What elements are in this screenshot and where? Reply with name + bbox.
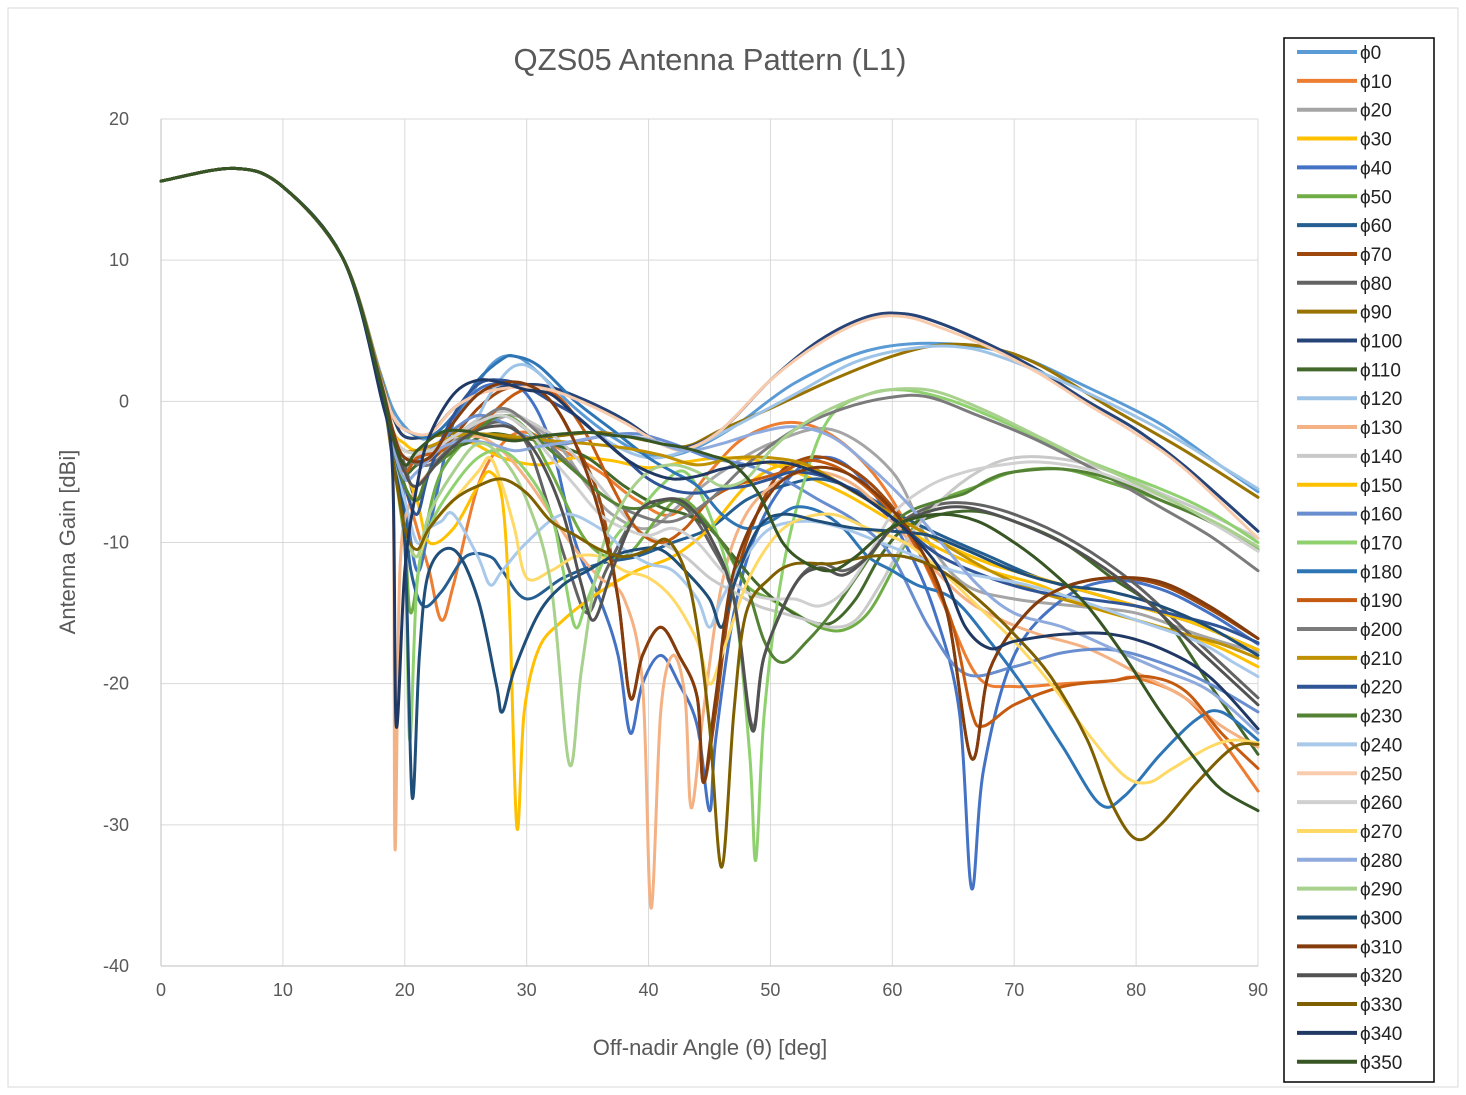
legend-label: ϕ70	[1360, 245, 1392, 266]
legend-label: ϕ210	[1360, 649, 1402, 670]
x-tick-label: 60	[882, 980, 902, 1000]
legend-label: ϕ20	[1360, 101, 1392, 122]
legend-label: ϕ220	[1360, 678, 1402, 699]
series-line	[159, 166, 1260, 784]
series-line	[159, 166, 1260, 731]
legend-label: ϕ100	[1360, 332, 1402, 353]
legend-label: ϕ320	[1360, 966, 1402, 987]
y-tick-label: -40	[103, 956, 129, 976]
x-tick-label: 50	[760, 980, 780, 1000]
legend-label: ϕ120	[1360, 389, 1402, 410]
series-line	[159, 166, 1260, 813]
legend-label: ϕ200	[1360, 620, 1402, 641]
y-tick-label: 20	[109, 109, 129, 129]
series-lines	[159, 166, 1260, 910]
legend-label: ϕ130	[1360, 418, 1402, 439]
legend: ϕ0 ϕ10 ϕ20 ϕ30 ϕ40 ϕ50 ϕ60 ϕ70 ϕ80 ϕ90 ϕ100 ϕ110 ϕ12…	[1283, 37, 1435, 1083]
legend-label: ϕ30	[1360, 130, 1392, 151]
y-tick-label: 10	[109, 250, 129, 270]
x-tick-label: 0	[156, 980, 166, 1000]
x-axis-title: Off-nadir Angle (θ) [deg]	[593, 1035, 827, 1060]
legend-label: ϕ110	[1360, 360, 1401, 381]
legend-label: ϕ160	[1360, 505, 1402, 526]
legend-label: ϕ250	[1360, 764, 1402, 785]
y-axis-title: Antenna Gain [dBi]	[55, 450, 80, 635]
legend-label: ϕ300	[1360, 909, 1402, 930]
legend-label: ϕ90	[1360, 303, 1392, 324]
y-tick-label: -20	[103, 674, 129, 694]
legend-label: ϕ10	[1360, 72, 1392, 93]
x-tick-label: 80	[1126, 980, 1146, 1000]
legend-label: ϕ80	[1360, 274, 1392, 295]
y-tick-label: -10	[103, 533, 129, 553]
legend-label: ϕ150	[1360, 476, 1402, 497]
legend-label: ϕ240	[1360, 735, 1402, 756]
legend-label: ϕ170	[1360, 533, 1402, 554]
y-tick-label: 0	[119, 391, 129, 411]
legend-label: ϕ60	[1360, 216, 1392, 237]
legend-label: ϕ140	[1360, 447, 1402, 468]
legend-label: ϕ270	[1360, 822, 1402, 843]
axes: 0 10 20 30 40 50 60 70 80 90 20 10 0 -10 -20 -30 -40	[103, 109, 1268, 1000]
legend-label: ϕ40	[1360, 158, 1392, 179]
chart-title: QZS05 Antenna Pattern (L1)	[514, 42, 907, 77]
legend-label: ϕ310	[1360, 937, 1402, 958]
x-tick-label: 30	[517, 980, 537, 1000]
legend-label: ϕ280	[1360, 851, 1402, 872]
legend-label: ϕ340	[1360, 1024, 1402, 1045]
legend-label: ϕ230	[1360, 707, 1402, 728]
legend-label: ϕ0	[1360, 43, 1381, 64]
x-tick-label: 40	[639, 980, 659, 1000]
legend-label: ϕ180	[1360, 562, 1402, 583]
legend-label: ϕ260	[1360, 793, 1402, 814]
x-tick-label: 20	[395, 980, 415, 1000]
y-tick-label: -30	[103, 815, 129, 835]
legend-box	[1283, 37, 1435, 1083]
legend-label: ϕ50	[1360, 187, 1392, 208]
x-tick-label: 90	[1248, 980, 1268, 1000]
series-line	[159, 166, 1260, 869]
x-tick-label: 10	[273, 980, 293, 1000]
legend-label: ϕ330	[1360, 995, 1402, 1016]
legend-label: ϕ290	[1360, 880, 1402, 901]
legend-label: ϕ350	[1360, 1053, 1402, 1074]
series-line	[159, 166, 1260, 891]
legend-label: ϕ190	[1360, 591, 1402, 612]
x-tick-label: 70	[1004, 980, 1024, 1000]
